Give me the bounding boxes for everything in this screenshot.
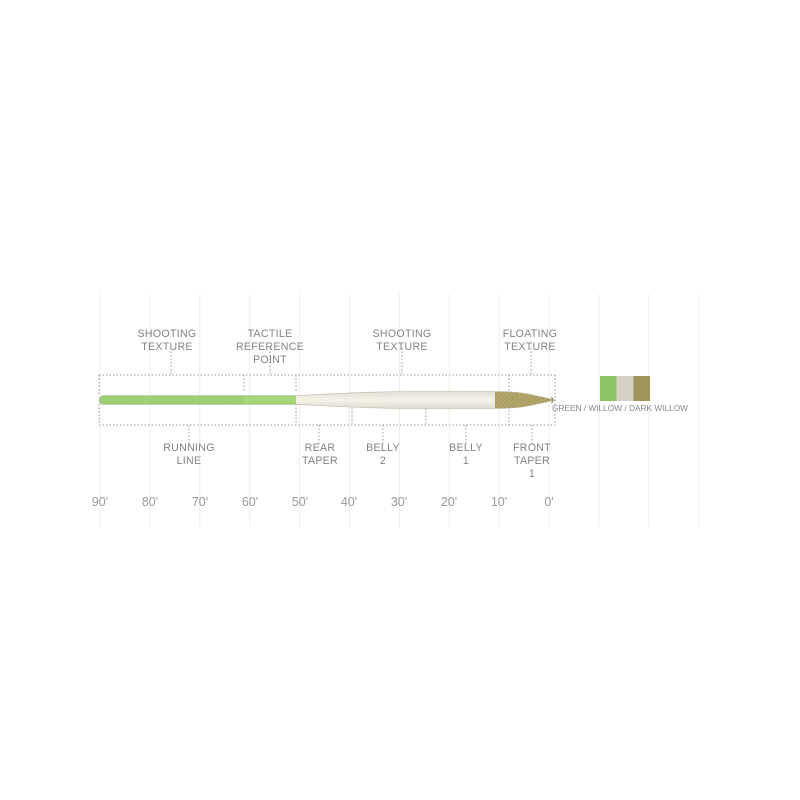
svg-text:FRONT: FRONT [513, 442, 551, 454]
svg-text:BELLY: BELLY [449, 442, 483, 454]
svg-text:80': 80' [142, 495, 158, 509]
svg-text:0': 0' [544, 495, 553, 509]
svg-text:10': 10' [491, 495, 507, 509]
svg-text:TEXTURE: TEXTURE [141, 341, 193, 353]
svg-text:SHOOTING: SHOOTING [373, 328, 432, 340]
svg-text:90': 90' [92, 495, 108, 509]
svg-text:TACTILE: TACTILE [248, 328, 293, 340]
svg-text:SHOOTING: SHOOTING [138, 328, 197, 340]
svg-text:40': 40' [341, 495, 357, 509]
svg-text:TAPER: TAPER [302, 455, 338, 467]
svg-text:REFERENCE: REFERENCE [236, 341, 304, 353]
svg-text:1: 1 [463, 455, 469, 467]
svg-text:70': 70' [192, 495, 208, 509]
svg-text:RUNNING: RUNNING [163, 442, 215, 454]
svg-text:LINE: LINE [177, 455, 202, 467]
svg-text:FLOATING: FLOATING [503, 328, 558, 340]
svg-text:30': 30' [391, 495, 407, 509]
svg-text:20': 20' [441, 495, 457, 509]
svg-text:TEXTURE: TEXTURE [376, 341, 428, 353]
svg-text:60': 60' [242, 495, 258, 509]
svg-text:50': 50' [292, 495, 308, 509]
svg-text:1: 1 [529, 468, 535, 480]
svg-text:GREEN / WILLOW / DARK WILLOW: GREEN / WILLOW / DARK WILLOW [552, 403, 688, 413]
svg-text:2: 2 [380, 455, 386, 467]
svg-text:TEXTURE: TEXTURE [504, 341, 556, 353]
svg-text:BELLY: BELLY [366, 442, 400, 454]
svg-text:TAPER: TAPER [514, 455, 550, 467]
svg-text:REAR: REAR [305, 442, 336, 454]
svg-text:POINT: POINT [253, 354, 287, 366]
